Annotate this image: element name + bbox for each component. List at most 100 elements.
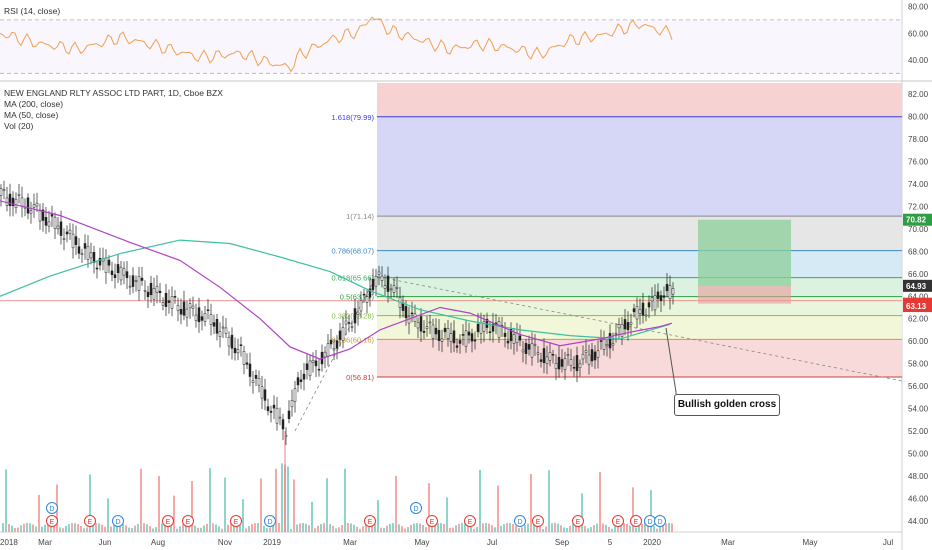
volume-bar bbox=[188, 523, 190, 532]
volume-bar bbox=[11, 525, 13, 532]
event-marker-dividend bbox=[112, 515, 124, 527]
candle-body bbox=[503, 332, 507, 337]
volume-bar bbox=[560, 525, 562, 532]
candle-body bbox=[185, 308, 189, 318]
candle-body bbox=[521, 349, 525, 353]
volume-bar bbox=[500, 525, 502, 532]
volume-bar bbox=[293, 479, 295, 532]
volume-bar bbox=[233, 523, 235, 532]
volume-bar bbox=[662, 524, 664, 532]
volume-bar bbox=[200, 527, 202, 532]
candle-body bbox=[437, 329, 441, 341]
time-tick-label: May bbox=[802, 538, 817, 547]
volume-bar bbox=[338, 527, 340, 532]
volume-bar bbox=[380, 527, 382, 532]
price-tick-label: 82.00 bbox=[908, 90, 929, 99]
candle-body bbox=[116, 264, 120, 274]
candle-body bbox=[71, 233, 75, 249]
volume-bar bbox=[398, 524, 400, 532]
candle-body bbox=[542, 348, 546, 364]
candle-body bbox=[149, 282, 153, 296]
candle-body bbox=[293, 388, 297, 402]
candle-body bbox=[434, 327, 438, 335]
ma50-line bbox=[0, 200, 673, 360]
volume-bar bbox=[332, 525, 334, 532]
volume-bar bbox=[365, 524, 367, 532]
candle-body bbox=[452, 330, 456, 344]
volume-bar bbox=[230, 523, 232, 532]
candle-body bbox=[29, 210, 33, 214]
candle-body bbox=[302, 373, 306, 380]
candle-body bbox=[347, 322, 351, 324]
volume-bar bbox=[506, 523, 508, 532]
candle-body bbox=[458, 340, 462, 344]
volume-bar bbox=[530, 473, 532, 532]
price-tick-label: 72.00 bbox=[908, 202, 929, 211]
candle-body bbox=[77, 246, 81, 254]
volume-bar bbox=[290, 528, 292, 532]
volume-bar bbox=[35, 526, 37, 532]
volume-bar bbox=[476, 526, 478, 532]
volume-bar bbox=[587, 528, 589, 532]
candle-body bbox=[479, 322, 483, 334]
candle-body bbox=[413, 313, 417, 322]
rsi-tick-label: 80.00 bbox=[908, 3, 929, 12]
candle-body bbox=[644, 314, 648, 317]
candle-body bbox=[638, 309, 642, 314]
volume-bar bbox=[632, 487, 634, 532]
candle-body bbox=[161, 302, 165, 306]
volume-bar bbox=[8, 523, 10, 532]
volume-bar bbox=[608, 526, 610, 532]
candle-body bbox=[206, 309, 210, 312]
candle-body bbox=[89, 252, 93, 259]
event-marker-label: E bbox=[430, 519, 435, 526]
candle-body bbox=[128, 285, 132, 288]
candle-body bbox=[560, 359, 564, 367]
candle-body bbox=[647, 302, 651, 308]
volume-bar bbox=[614, 526, 616, 532]
volume-bar bbox=[104, 526, 106, 532]
volume-bar bbox=[458, 523, 460, 532]
candle-body bbox=[383, 285, 387, 289]
volume-bar bbox=[71, 523, 73, 532]
volume-bar bbox=[101, 524, 103, 532]
volume-bar bbox=[641, 523, 643, 532]
rsi-band bbox=[0, 20, 902, 74]
fib-zone bbox=[377, 277, 902, 297]
event-marker-earnings bbox=[426, 515, 438, 527]
volume-bar bbox=[524, 525, 526, 532]
volume-bar bbox=[647, 523, 649, 532]
price-tag-label: 64.93 bbox=[906, 282, 927, 291]
candle-body bbox=[548, 352, 552, 361]
volume-bar bbox=[152, 528, 154, 532]
event-marker-label: E bbox=[616, 519, 621, 526]
volume-bar bbox=[443, 523, 445, 532]
candle-body bbox=[140, 277, 144, 281]
volume-bar bbox=[272, 525, 274, 532]
candle-body bbox=[152, 287, 156, 300]
price-tick-label: 54.00 bbox=[908, 405, 929, 414]
volume-bar bbox=[23, 523, 25, 532]
candle-body bbox=[236, 349, 240, 354]
candle-body bbox=[620, 323, 624, 337]
candle-body bbox=[653, 295, 657, 311]
candle-body bbox=[356, 311, 360, 315]
volume-bar bbox=[155, 527, 157, 532]
volume-bar bbox=[80, 525, 82, 532]
volume-bar bbox=[110, 526, 112, 532]
candle-body bbox=[26, 197, 30, 214]
volume-bar bbox=[437, 523, 439, 532]
volume-bar bbox=[287, 466, 289, 532]
volume-bar bbox=[329, 524, 331, 532]
volume-bar bbox=[449, 527, 451, 532]
golden-cross-annotation[interactable]: Bullish golden cross bbox=[674, 394, 780, 416]
event-marker-earnings bbox=[532, 515, 544, 527]
candle-body bbox=[95, 267, 99, 270]
fib-zone bbox=[377, 250, 902, 278]
volume-bar bbox=[536, 524, 538, 532]
price-tick-label: 78.00 bbox=[908, 135, 929, 144]
volume-bar bbox=[83, 528, 85, 532]
volume-bar bbox=[185, 523, 187, 532]
candle-body bbox=[11, 197, 15, 207]
